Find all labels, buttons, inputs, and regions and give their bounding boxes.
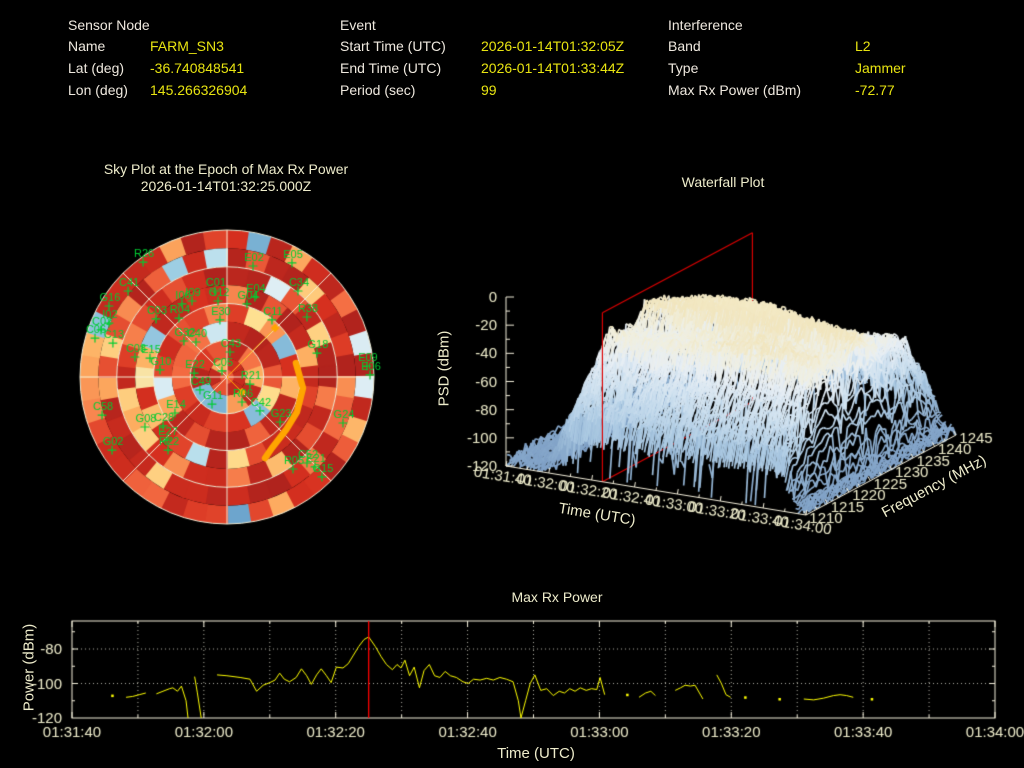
field-value: L2: [855, 38, 871, 54]
field-value: 99: [481, 82, 497, 98]
field-label: Max Rx Power (dBm): [668, 82, 802, 98]
field-value: -72.77: [855, 82, 895, 98]
field-label: Lat (deg): [68, 60, 125, 76]
field-label: Lon (deg): [68, 82, 128, 98]
field-label: Period (sec): [340, 82, 416, 98]
power-plot-canvas: [0, 582, 1024, 768]
header-section-sensor-node: Sensor Node Name FARM_SN3 Lat (deg) -36.…: [68, 0, 328, 105]
field-value: 2026-01-14T01:32:05Z: [481, 38, 625, 54]
sky-plot-title: Sky Plot at the Epoch of Max Rx Power: [103, 161, 349, 177]
section-title: Sensor Node: [68, 17, 150, 33]
info-header: Sensor Node Name FARM_SN3 Lat (deg) -36.…: [0, 0, 1024, 105]
field-value: FARM_SN3: [150, 38, 224, 54]
psd-axis-label: PSD (dBm): [435, 330, 453, 407]
field-label: Type: [668, 60, 699, 76]
field-label: Name: [68, 38, 106, 54]
sky-plot-epoch: 2026-01-14T01:32:25.000Z: [140, 178, 312, 194]
power-y-axis-label: Power (dBm): [20, 623, 38, 712]
waterfall-title: Waterfall Plot: [681, 174, 765, 190]
waterfall-plot-canvas: [425, 195, 1024, 545]
field-label: End Time (UTC): [340, 60, 442, 76]
field-value: 145.266326904: [150, 82, 248, 98]
sky-plot-region: Sky Plot at the Epoch of Max Rx Power 20…: [0, 155, 430, 555]
power-x-axis-label: Time (UTC): [497, 745, 575, 762]
field-value: Jammer: [855, 60, 906, 76]
section-title: Event: [340, 17, 376, 33]
header-section-interference: Interference Band L2 Type Jammer Max Rx …: [668, 0, 998, 105]
field-value: -36.740848541: [150, 60, 245, 76]
field-value: 2026-01-14T01:33:44Z: [481, 60, 625, 76]
field-label: Start Time (UTC): [340, 38, 446, 54]
field-label: Band: [668, 38, 701, 54]
section-title: Interference: [668, 17, 743, 33]
header-section-event: Event Start Time (UTC) 2026-01-14T01:32:…: [340, 0, 650, 105]
sky-plot-canvas: [35, 200, 405, 545]
